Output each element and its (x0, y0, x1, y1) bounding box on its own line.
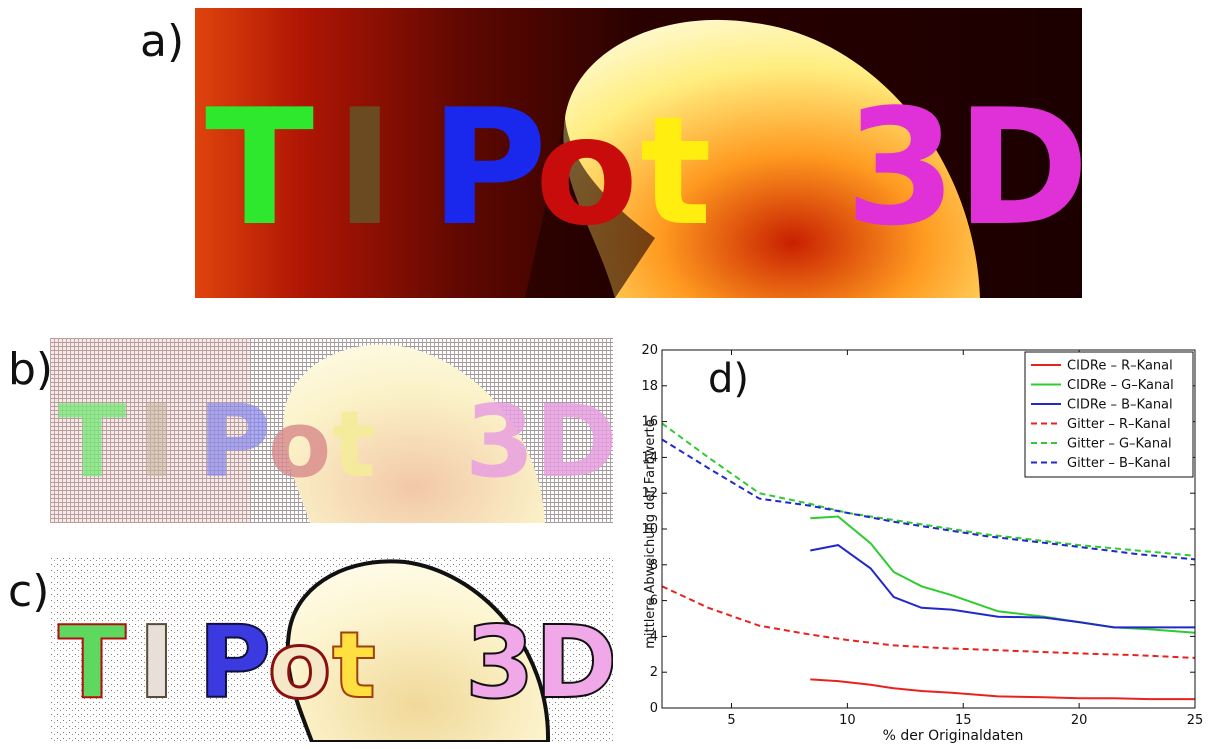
legend-box (1024, 351, 1194, 478)
y-tick-label: 6 (650, 594, 658, 609)
panel-b-label: b) (8, 344, 54, 395)
x-tick-label: 10 (839, 713, 856, 728)
error-chart: 5 10 15 20 25 0 2 4 6 8 10 12 14 16 18 20 d) % der Orig… (640, 330, 1211, 745)
x-axis-label: % der Originaldaten (883, 728, 1024, 744)
y-tick-label: 12 (641, 486, 658, 501)
svg-text:P: P (198, 604, 271, 721)
series-line-3 (810, 544, 1195, 629)
x-tick-label: 25 (1187, 713, 1204, 728)
series-line-2 (810, 515, 1196, 634)
svg-text:o: o (268, 612, 331, 719)
svg-text:3D: 3D (465, 383, 613, 500)
plot-layer (661, 422, 1196, 701)
svg-text:o: o (535, 85, 638, 259)
legend-entry-label: Gitter – R–Kanal (1067, 417, 1171, 432)
y-tick-label: 10 (641, 522, 658, 537)
x-tick-label: 5 (727, 713, 735, 728)
panel-c-label: c) (8, 566, 50, 617)
svg-text:T: T (58, 604, 126, 721)
y-tick-label: 16 (641, 415, 658, 430)
svg-text:P: P (430, 74, 547, 261)
series-line-4 (661, 585, 1196, 659)
panel-d-label: d) (708, 356, 749, 402)
chart-legend: CIDRe – R–Kanal CIDRe – G–Kanal CIDRe – B–… (1024, 351, 1194, 478)
error-chart-svg: 5 10 15 20 25 0 2 4 6 8 10 12 14 16 18 20 d) % der Orig… (641, 343, 1203, 744)
svg-text:t: t (332, 391, 376, 498)
panel-a-label: a) (140, 16, 185, 67)
grid-reconstruction-art: T I P o t 3D (50, 338, 613, 523)
svg-text:T: T (205, 74, 314, 261)
y-tick-label: 2 (650, 665, 658, 680)
cidre-reconstruction-art: T I P o t 3D (50, 557, 613, 742)
axes-layer: 5 10 15 20 25 0 2 4 6 8 10 12 14 16 18 20 (641, 343, 1203, 728)
legend-entry-label: Gitter – B–Kanal (1067, 456, 1171, 471)
y-tick-label: 18 (641, 379, 658, 394)
y-tick-label: 0 (650, 701, 658, 716)
original-image-art: T I P o t 3D (195, 8, 1082, 298)
legend-entry-label: Gitter – G–Kanal (1067, 437, 1172, 452)
legend-entry-label: CIDRe – R–Kanal (1067, 359, 1173, 374)
legend-entry-label: CIDRe – G–Kanal (1067, 378, 1174, 393)
svg-text:3D: 3D (465, 604, 613, 721)
legend-entry-label: CIDRe – B–Kanal (1067, 398, 1173, 413)
series-line-6 (661, 438, 1196, 561)
y-tick-label: 14 (641, 450, 658, 465)
y-axis-label: mittlere Abweichung der Farbwerte (643, 419, 658, 649)
svg-text:I: I (138, 383, 175, 500)
x-tick-label: 20 (1071, 713, 1088, 728)
svg-text:t: t (332, 612, 376, 719)
svg-text:P: P (198, 383, 271, 500)
svg-text:I: I (138, 604, 175, 721)
svg-text:t: t (640, 85, 712, 259)
svg-text:o: o (268, 391, 331, 498)
y-tick-label: 4 (650, 629, 658, 644)
series-line-1 (810, 678, 1195, 701)
svg-text:T: T (58, 383, 126, 500)
x-tick-label: 15 (955, 713, 972, 728)
y-tick-label: 8 (650, 558, 658, 573)
series-line-5 (661, 422, 1196, 557)
cidre-reconstruction-image: T I P o t 3D (50, 557, 613, 742)
y-tick-label: 20 (641, 343, 658, 358)
svg-text:3D: 3D (845, 74, 1082, 261)
svg-text:I: I (335, 74, 395, 261)
grid-reconstruction-image: T I P o t 3D (50, 338, 613, 523)
original-image: T I P o t 3D (195, 8, 1082, 298)
